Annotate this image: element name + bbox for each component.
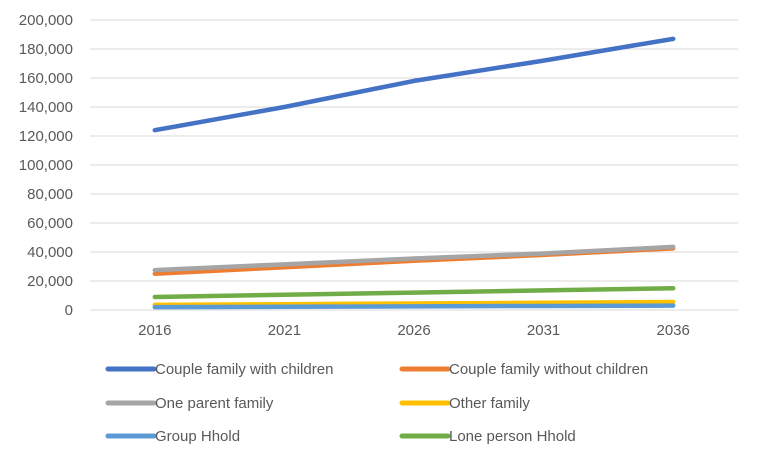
y-tick-label: 120,000 <box>19 128 73 145</box>
y-tick-label: 60,000 <box>27 215 73 232</box>
gridlines <box>90 19 738 311</box>
y-tick-label: 140,000 <box>19 99 73 116</box>
x-axis-ticks: 2016 2021 2026 2031 2036 <box>138 322 690 339</box>
y-tick-label: 180,000 <box>19 41 73 58</box>
series-line-0 <box>152 36 676 133</box>
series-line-2 <box>152 244 676 273</box>
y-tick-label: 0 <box>65 302 73 319</box>
y-tick-label: 40,000 <box>27 244 73 261</box>
legend-label: Group Hhold <box>155 428 240 445</box>
y-tick-label: 200,000 <box>19 12 73 29</box>
series-line-3 <box>152 299 676 308</box>
legend-label: Couple family without children <box>449 361 648 378</box>
series-line-5 <box>152 286 676 300</box>
y-tick-label: 20,000 <box>27 273 73 290</box>
legend-label: One parent family <box>155 395 274 412</box>
legend-label: Couple family with children <box>155 361 333 378</box>
legend-label: Other family <box>449 395 530 412</box>
x-tick-label: 2021 <box>268 322 301 339</box>
y-tick-label: 160,000 <box>19 70 73 87</box>
series-lines <box>152 36 676 310</box>
series-line-4 <box>152 303 676 310</box>
x-tick-label: 2026 <box>397 322 430 339</box>
y-tick-label: 100,000 <box>19 157 73 174</box>
legend: Couple family with children Couple family… <box>105 361 648 445</box>
legend-label: Lone person Hhold <box>449 428 576 445</box>
y-axis-ticks: 0 20,000 40,000 60,000 80,000 100,000 120,000 1… <box>19 12 73 319</box>
x-tick-label: 2036 <box>657 322 690 339</box>
x-tick-label: 2031 <box>527 322 560 339</box>
x-tick-label: 2016 <box>138 322 171 339</box>
y-tick-label: 80,000 <box>27 186 73 203</box>
